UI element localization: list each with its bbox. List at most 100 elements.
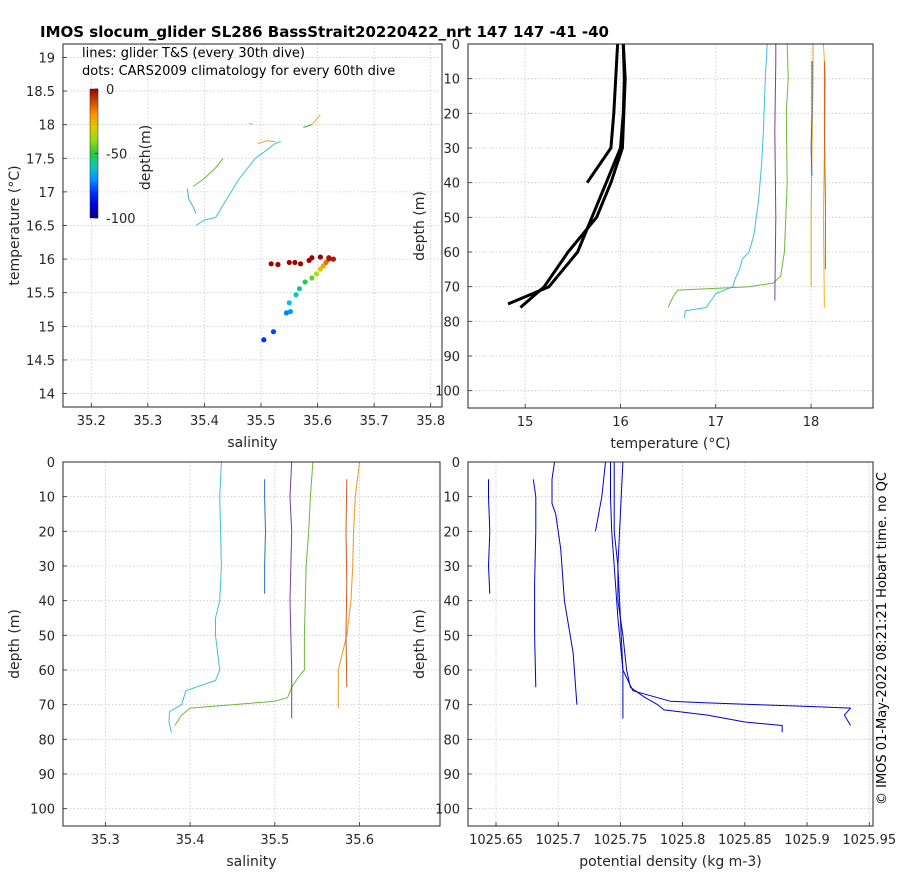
x-tick-label: 35.5 [247, 414, 276, 429]
series-line-3 [289, 462, 293, 719]
x-tick-label: 18 [803, 415, 820, 430]
climatology-dot [270, 329, 277, 335]
climatology-dot [293, 292, 299, 298]
x-tick-label: 1025.7 [535, 833, 581, 848]
series-line-1 [488, 479, 491, 594]
x-tick-label: 1025.95 [842, 833, 896, 848]
series-line-9 [823, 61, 826, 270]
x-tick-label: 35.3 [133, 414, 162, 429]
y-tick-label: 0 [452, 456, 460, 471]
panel-3: 35.3 35.4 35.5 35.6 0 10 20 30 40 50 60 70 80 90 100 sa… [7, 456, 441, 870]
y-tick-label: 18 [38, 119, 55, 134]
colorbar-tick-label: -50 [106, 148, 127, 163]
climatology-dot [326, 255, 332, 261]
series-line-4 [337, 462, 360, 709]
y-tick-label: 80 [443, 733, 460, 748]
x-tick-label: 1025.8 [660, 833, 706, 848]
y-tick-label: 18.5 [26, 85, 55, 100]
series-line-6 [303, 124, 313, 128]
climatology-dot [302, 279, 308, 285]
plot-area [168, 462, 360, 733]
x-tick-label: 15 [517, 415, 534, 430]
climatology-dot [283, 310, 290, 316]
y-tick-label: 19 [38, 51, 55, 66]
x-tick-label: 35.8 [416, 414, 445, 429]
series-line-5 [613, 462, 783, 733]
credit-text: © IMOS 01-May-2022 08:21:21 Hobart time.… [875, 472, 890, 805]
y-tick-label: 80 [443, 315, 460, 330]
plot-area [488, 462, 852, 733]
x-tick-label: 17 [707, 415, 724, 430]
series-line-2 [174, 462, 314, 726]
x-tick-label: 1025.65 [469, 833, 523, 848]
y-tick-label: 17.5 [26, 152, 55, 167]
colorbar-tick-label: -100 [106, 212, 136, 227]
y-tick-label: 17 [38, 186, 55, 201]
climatology-dot [268, 261, 274, 267]
x-tick-label: 35.7 [360, 414, 389, 429]
climatology-dot [286, 259, 292, 266]
axes-frame [62, 43, 443, 408]
series-line-6 [617, 462, 852, 726]
y-tick-label: 10 [443, 73, 460, 88]
y-tick-label: 40 [443, 177, 460, 192]
climatology-dot [309, 255, 315, 261]
panel-1: 35.2 35.3 35.4 35.5 35.6 35.7 35.8 14 14.5 15 15.5… [7, 43, 445, 451]
x-tick-label: 1025.9 [784, 833, 830, 848]
series-line-5 [345, 479, 348, 688]
y-tick-label: 90 [38, 768, 55, 783]
y-tick-label: 70 [38, 699, 55, 714]
y-tick-label: 100 [30, 803, 55, 818]
x-tick-label: 1025.85 [718, 833, 772, 848]
y-tick-label: 50 [38, 629, 55, 644]
plot-area [507, 44, 826, 318]
series-line-6 [774, 44, 777, 301]
series-line-1 [195, 141, 281, 226]
y-axis-label: depth (m) [412, 609, 428, 679]
colorbar-tick-label: 0 [106, 83, 114, 98]
y-tick-label: 100 [435, 803, 460, 818]
y-tick-label: 16.5 [26, 220, 55, 235]
y-tick-label: 0 [47, 456, 55, 471]
series-line-3 [519, 44, 627, 309]
axes-frame [467, 43, 874, 409]
x-tick-label: 16 [612, 415, 629, 430]
climatology-dot [261, 337, 267, 343]
x-axis-label: salinity [226, 854, 276, 870]
x-tick-label: 35.3 [91, 833, 120, 848]
y-tick-label: 90 [443, 768, 460, 783]
series-line-5 [311, 114, 321, 126]
y-tick-label: 20 [443, 107, 460, 122]
y-tick-label: 60 [38, 664, 55, 679]
figure-title: IMOS slocum_glider SL286 BassStrait20220… [40, 23, 609, 41]
y-tick-label: 50 [443, 629, 460, 644]
series-line-2 [532, 479, 537, 688]
axes-frame [467, 461, 874, 827]
series-line-2 [186, 188, 197, 214]
y-tick-label: 20 [443, 525, 460, 540]
x-tick-label: 35.4 [176, 833, 205, 848]
climatology-dot [287, 308, 293, 315]
panels-group: 35.2 35.3 35.4 35.5 35.6 35.7 35.8 14 14.5 15 15.5… [7, 38, 896, 870]
x-axis-label: salinity [227, 435, 277, 451]
y-tick-label: 70 [443, 699, 460, 714]
series-line-1 [168, 462, 222, 733]
x-tick-label: 35.5 [260, 833, 289, 848]
series-line-3 [192, 157, 224, 187]
y-tick-label: 60 [443, 246, 460, 261]
climatology-dot [317, 254, 323, 260]
y-tick-label: 16 [38, 253, 55, 268]
y-tick-label: 15 [38, 320, 55, 335]
y-tick-label: 30 [38, 560, 55, 575]
series-line-7 [810, 44, 814, 287]
climatology-dot [313, 271, 320, 277]
y-tick-label: 30 [443, 560, 460, 575]
panel-4: 1025.65 1025.7 1025.75 1025.8 1025.85 1025.9 1… [412, 456, 896, 870]
climatology-dot [309, 275, 315, 281]
y-tick-label: 20 [38, 525, 55, 540]
series-line-10 [810, 61, 813, 176]
y-tick-label: 14 [38, 388, 55, 403]
series-line-5 [667, 44, 789, 308]
climatology-dot [330, 256, 336, 262]
x-tick-label: 1025.75 [594, 833, 648, 848]
